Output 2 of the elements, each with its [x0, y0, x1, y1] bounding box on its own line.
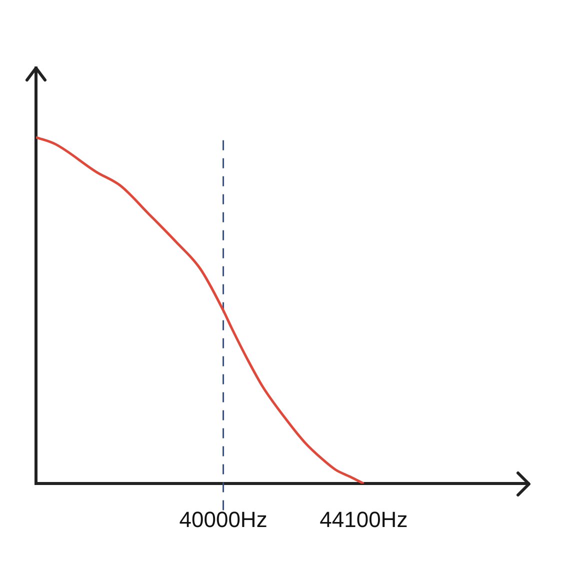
x-tick-label: 44100Hz — [320, 506, 408, 532]
x-tick-label: 40000Hz — [179, 506, 268, 532]
